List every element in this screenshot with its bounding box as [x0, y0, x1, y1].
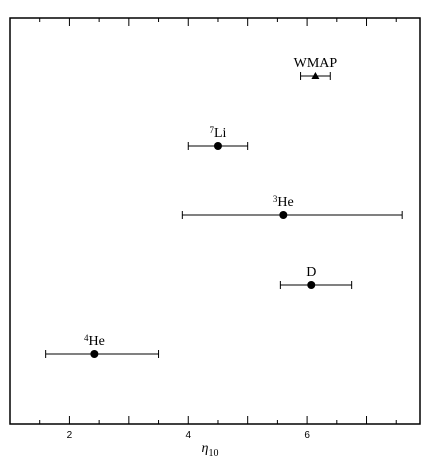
point-label-sup: 7 [209, 125, 214, 135]
point-label: D [306, 265, 316, 280]
point-label: 4He [84, 333, 105, 349]
point-label-name: He [88, 334, 104, 349]
x-axis-subscript: 10 [208, 448, 218, 459]
point-label: 7Li [209, 125, 226, 141]
point-label-sup: 3 [273, 194, 278, 204]
plot-frame [9, 17, 421, 425]
data-point-wmap: WMAP [294, 56, 338, 80]
circle-marker [213, 142, 222, 150]
point-label-sup: 4 [84, 333, 89, 343]
triangle-marker [311, 72, 320, 79]
x-tick-label: 2 [67, 430, 73, 441]
point-label-name: He [277, 195, 293, 210]
data-point-d: D [279, 265, 353, 289]
point-label: WMAP [294, 56, 338, 71]
x-tick-label: 4 [185, 430, 191, 441]
x-axis-label: η10 [202, 441, 219, 459]
circle-marker [279, 211, 288, 219]
point-label-name: WMAP [294, 56, 338, 71]
circle-marker [90, 350, 99, 358]
point-label-name: D [306, 265, 316, 280]
data-point-4he: 4He [45, 333, 160, 358]
circle-marker [307, 281, 316, 289]
point-label-name: Li [214, 126, 227, 141]
data-point-3he: 3He [181, 194, 403, 219]
data-point-7li: 7Li [187, 125, 249, 150]
x-tick-label: 6 [304, 430, 310, 441]
point-label: 3He [273, 194, 294, 210]
x-axis-symbol: η [202, 441, 209, 456]
x-ticks: 2 4 6 [39, 18, 397, 441]
